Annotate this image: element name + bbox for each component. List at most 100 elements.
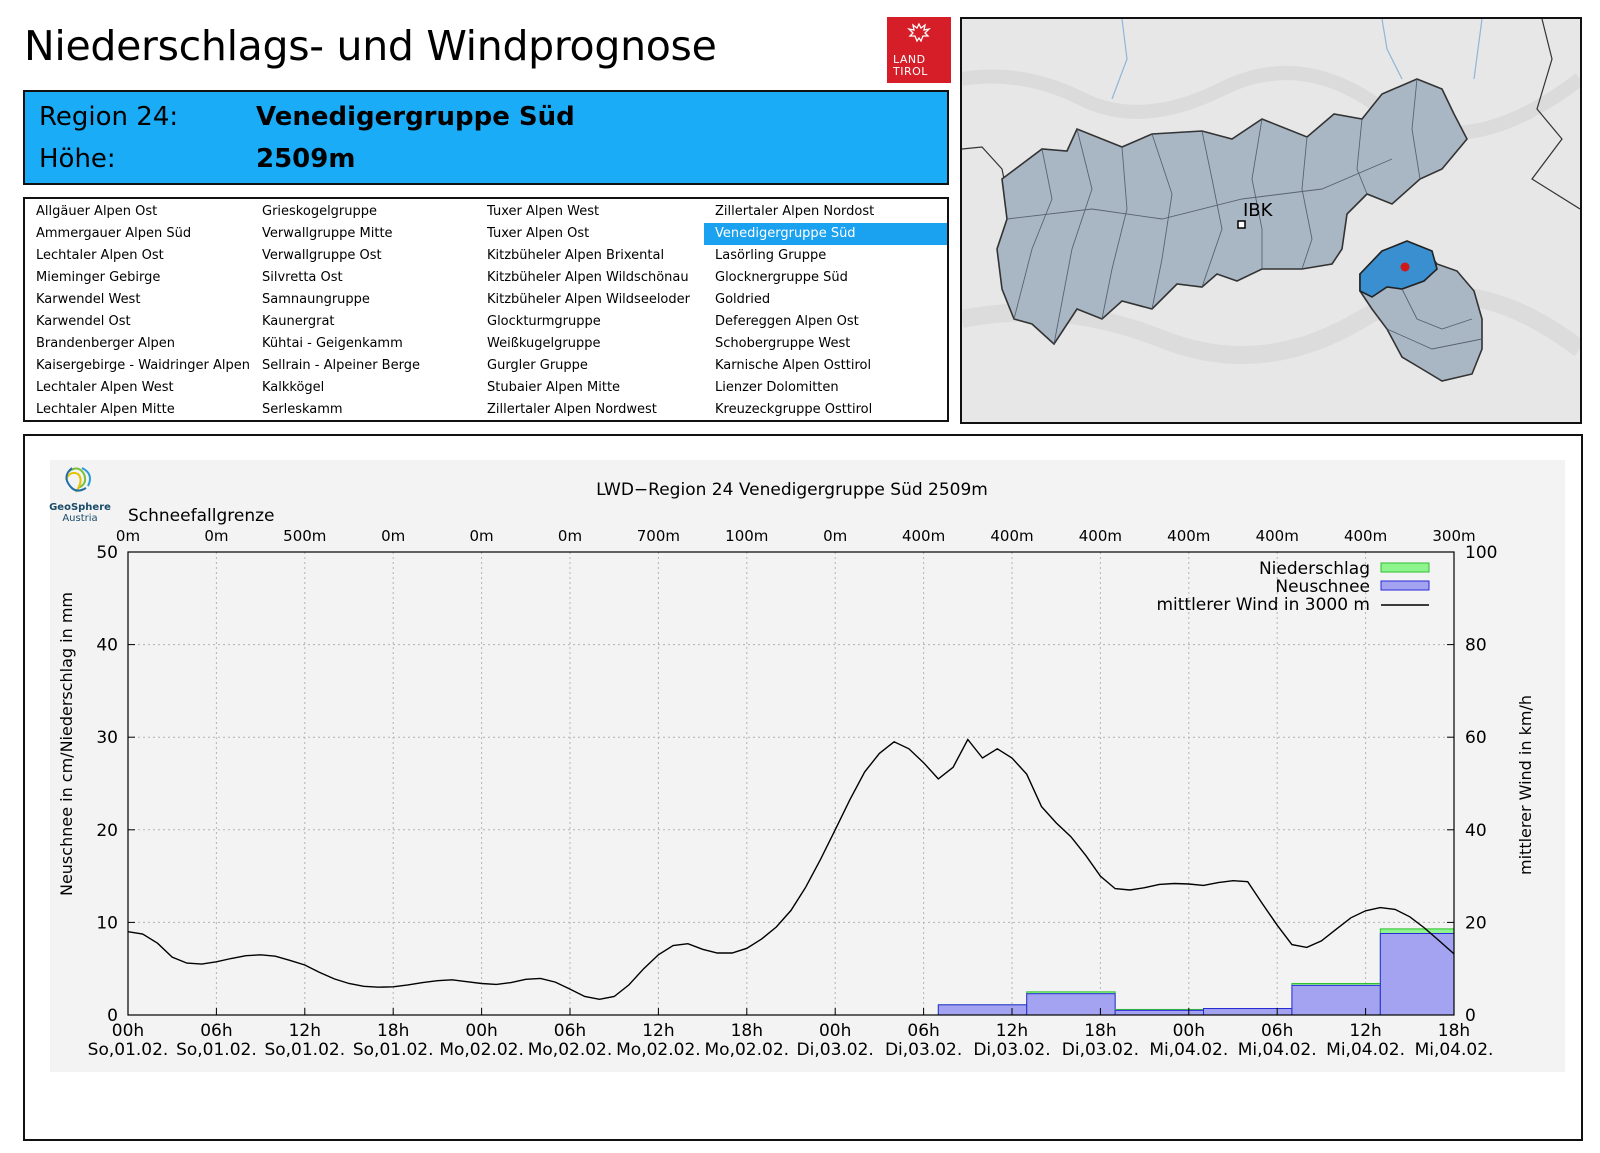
logo-line2: TIROL <box>893 65 928 78</box>
x-tick-time-label: 00h <box>465 1021 497 1041</box>
region-list-item[interactable]: Stubaier Alpen Mitte <box>487 380 621 395</box>
legend-neuschnee-swatch <box>1380 580 1430 591</box>
y-left-tick-label: 0 <box>107 1006 118 1026</box>
y-left-tick-label: 10 <box>96 913 118 933</box>
region-list-item[interactable]: Kaisergebirge - Waidringer Alpen <box>36 358 250 373</box>
chart-frame <box>23 434 1583 1141</box>
region-list-column-2: Grieskogelgruppe Verwallgruppe Mitte Verwa… <box>251 201 476 421</box>
region-list-item[interactable]: Lienzer Dolomitten <box>715 380 839 395</box>
height-label: Höhe: <box>39 144 116 174</box>
region-list-item[interactable]: Allgäuer Alpen Ost <box>36 204 158 219</box>
region-list-column-1: Allgäuer Alpen Ost Ammergauer Alpen Süd Le… <box>25 201 251 421</box>
chart-title: LWD−Region 24 Venedigergruppe Süd 2509m <box>596 480 988 500</box>
snowline-value: 0m <box>204 527 228 545</box>
region-list-item[interactable]: Lechtaler Alpen Mitte <box>36 402 175 417</box>
region-list-item[interactable]: Kreuzeckgruppe Osttirol <box>715 402 873 417</box>
y-right-tick-label: 0 <box>1465 1006 1476 1026</box>
y-right-tick-label: 80 <box>1465 636 1487 656</box>
region-list-item[interactable]: Sellrain - Alpeiner Berge <box>262 358 420 373</box>
region-list-item[interactable]: Weißkugelgruppe <box>487 336 601 351</box>
region-list-item[interactable]: Verwallgruppe Mitte <box>262 226 393 241</box>
x-tick-time-label: 06h <box>200 1021 232 1041</box>
region-list-item[interactable]: Samnaungruppe <box>262 292 370 307</box>
y-left-tick-label: 30 <box>96 728 118 748</box>
snowline-value: 700m <box>637 527 680 545</box>
region-list-item[interactable]: Serleskamm <box>262 402 343 417</box>
region-list-item[interactable]: Venedigergruppe Süd <box>704 223 947 245</box>
region-list-item[interactable]: Defereggen Alpen Ost <box>715 314 859 329</box>
x-tick-time-label: 18h <box>1084 1021 1116 1041</box>
x-tick-time-label: 00h <box>1173 1021 1205 1041</box>
snowline-value: 400m <box>1079 527 1122 545</box>
x-tick-day-label: So,01.02. <box>88 1040 169 1060</box>
x-tick-day-label: So,01.02. <box>264 1040 345 1060</box>
snowline-value: 0m <box>558 527 582 545</box>
region-list-item[interactable]: Gurgler Gruppe <box>487 358 588 373</box>
x-tick-day-label: Mo,02.02. <box>439 1040 524 1060</box>
x-tick-day-label: Mi,04.02. <box>1238 1040 1317 1060</box>
legend-neuschnee-label: Neuschnee <box>1275 577 1370 597</box>
x-tick-time-label: 18h <box>377 1021 409 1041</box>
neuschnee-bar <box>1203 1008 1293 1016</box>
region-list-column-4: Zillertaler Alpen Nordost Venedigergruppe… <box>704 201 947 421</box>
region-list-item[interactable]: Kitzbüheler Alpen Wildseeloder <box>487 292 690 307</box>
region-list-item[interactable]: Brandenberger Alpen <box>36 336 176 351</box>
eagle-icon <box>907 22 931 43</box>
x-tick-day-label: Mo,02.02. <box>616 1040 701 1060</box>
x-tick-day-label: Mo,02.02. <box>705 1040 790 1060</box>
tirol-map-svg: IBK <box>962 19 1580 422</box>
region-list-item[interactable]: Kitzbüheler Alpen Brixental <box>487 248 665 263</box>
region-list-item[interactable]: Glocknergruppe Süd <box>715 270 848 285</box>
region-list-item[interactable]: Mieminger Gebirge <box>36 270 161 285</box>
y-axis-left-label: Neuschnee in cm/Niederschlag in mm <box>57 592 76 896</box>
region-list-item[interactable]: Grieskogelgruppe <box>262 204 378 219</box>
page-title: Niederschlags- und Windprognose <box>24 22 717 70</box>
geosphere-logo: GeoSphere Austria <box>48 462 112 526</box>
x-tick-time-label: 06h <box>907 1021 939 1041</box>
snowline-value: 400m <box>1167 527 1210 545</box>
region-list-item[interactable]: Goldried <box>715 292 771 307</box>
x-tick-time-label: 12h <box>996 1021 1028 1041</box>
region-list-item[interactable]: Karwendel Ost <box>36 314 131 329</box>
geosphere-line2: Austria <box>62 513 98 524</box>
snowline-value: 0m <box>116 527 140 545</box>
region-list-item[interactable]: Karnische Alpen Osttirol <box>715 358 872 373</box>
snowline-value: 100m <box>725 527 768 545</box>
region-list-item[interactable]: Schobergruppe West <box>715 336 851 351</box>
region-list-item[interactable]: Silvretta Ost <box>262 270 343 285</box>
region-map[interactable]: IBK <box>960 17 1582 424</box>
x-tick-time-label: 12h <box>1349 1021 1381 1041</box>
x-tick-day-label: Di,03.02. <box>797 1040 874 1060</box>
land-tirol-logo: LAND TIROL <box>887 17 951 83</box>
snowline-value: 0m <box>381 527 405 545</box>
region-list-item[interactable]: Kaunergrat <box>262 314 335 329</box>
region-name: Venedigergruppe Süd <box>256 102 575 132</box>
x-tick-time-label: 12h <box>642 1021 674 1041</box>
region-list-item[interactable]: Tuxer Alpen West <box>487 204 600 219</box>
region-list-item[interactable]: Kalkkögel <box>262 380 325 395</box>
x-tick-day-label: Mi,04.02. <box>1326 1040 1405 1060</box>
snowline-value: 0m <box>823 527 847 545</box>
snowline-value: 400m <box>990 527 1033 545</box>
x-tick-day-label: So,01.02. <box>176 1040 257 1060</box>
region-list-item[interactable]: Karwendel West <box>36 292 141 307</box>
region-list-item[interactable]: Ammergauer Alpen Süd <box>36 226 192 241</box>
region-list-item[interactable]: Kitzbüheler Alpen Wildschönau <box>487 270 689 285</box>
y-right-tick-label: 60 <box>1465 728 1487 748</box>
region-list-item[interactable]: Lechtaler Alpen West <box>36 380 174 395</box>
region-list-item[interactable]: Lechtaler Alpen Ost <box>36 248 164 263</box>
neuschnee-bar <box>937 1004 1028 1016</box>
region-list-item[interactable]: Kühtai - Geigenkamm <box>262 336 403 351</box>
x-tick-time-label: 18h <box>1438 1021 1470 1041</box>
snowline-value: 400m <box>1344 527 1387 545</box>
region-list-item[interactable]: Verwallgruppe Ost <box>262 248 382 263</box>
region-list-item[interactable]: Lasörling Gruppe <box>715 248 827 263</box>
x-tick-time-label: 06h <box>1261 1021 1293 1041</box>
region-list-item[interactable]: Zillertaler Alpen Nordwest <box>487 402 657 417</box>
region-list-item[interactable]: Zillertaler Alpen Nordost <box>715 204 875 219</box>
plot-frame <box>127 551 1455 1016</box>
x-tick-day-label: Mo,02.02. <box>528 1040 613 1060</box>
region-list-item[interactable]: Tuxer Alpen Ost <box>487 226 590 241</box>
region-list-item[interactable]: Glockturmgruppe <box>487 314 601 329</box>
